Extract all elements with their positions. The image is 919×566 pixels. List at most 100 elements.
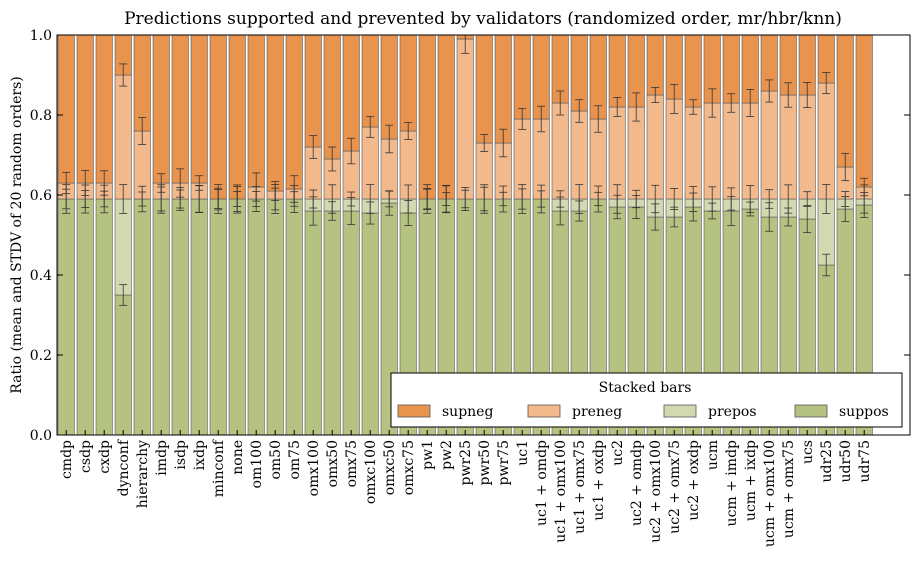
x-tick-label: cxdp bbox=[97, 440, 113, 474]
legend-items: supneg preneg prepos suppos bbox=[397, 404, 889, 420]
y-axis-label: Ratio (mean and STDV of 20 random orders… bbox=[9, 76, 25, 393]
bar-supneg bbox=[304, 34, 322, 148]
bar-supneg bbox=[380, 34, 398, 140]
bar-supneg bbox=[836, 34, 854, 168]
x-tick-label: ucm + omx75 bbox=[781, 440, 797, 538]
y-tick-label: 0.4 bbox=[30, 268, 52, 284]
bar-preneg bbox=[798, 94, 816, 200]
x-tick-label: om50 bbox=[268, 440, 284, 480]
bar-suppos bbox=[304, 210, 322, 436]
y-tick-label: 0.6 bbox=[30, 188, 52, 204]
plot-frame bbox=[56, 34, 911, 436]
bar-supneg bbox=[171, 34, 189, 184]
x-tick-label: minconf bbox=[211, 438, 227, 497]
bar-preneg bbox=[665, 98, 683, 200]
x-tick-label: uc1 + oxdp bbox=[591, 440, 607, 521]
x-tick-label: udr75 bbox=[857, 440, 873, 483]
bar-preneg bbox=[779, 94, 797, 200]
bar-supneg bbox=[133, 34, 151, 132]
bar-suppos bbox=[266, 198, 284, 436]
bar-suppos bbox=[247, 198, 265, 436]
bar-preneg bbox=[646, 94, 664, 200]
bar-suppos bbox=[95, 198, 113, 436]
x-tick-label: ucs bbox=[800, 440, 816, 464]
legend: Stacked bars supneg preneg prepos suppos bbox=[390, 372, 903, 428]
bar-supneg bbox=[608, 34, 626, 108]
x-tick-label: uc1 + omdp bbox=[534, 440, 550, 526]
chart-title: Predictions supported and prevented by v… bbox=[124, 9, 842, 29]
bar-supneg bbox=[494, 34, 512, 144]
bar-suppos bbox=[209, 198, 227, 436]
bar-supneg bbox=[228, 34, 246, 200]
x-tick-label: ucm + ixdp bbox=[743, 440, 759, 521]
bar-supneg bbox=[152, 34, 170, 184]
bar-suppos bbox=[228, 198, 246, 436]
bar-preneg bbox=[760, 90, 778, 200]
x-tick-label: pw2 bbox=[439, 440, 455, 470]
x-tick-label: uc1 bbox=[515, 440, 531, 466]
legend-swatch-preneg bbox=[527, 404, 561, 418]
bar-supneg bbox=[418, 34, 436, 200]
bar-preneg bbox=[114, 74, 132, 200]
bar-preneg bbox=[456, 38, 474, 200]
bar-supneg bbox=[323, 34, 341, 160]
bar-suppos bbox=[323, 210, 341, 436]
legend-label-prepos: prepos bbox=[708, 404, 757, 420]
x-tick-label: omx75 bbox=[344, 440, 360, 487]
bar-supneg bbox=[513, 34, 531, 120]
y-tick-label: 0.2 bbox=[30, 348, 52, 364]
bar-supneg bbox=[342, 34, 360, 152]
x-tick-label: uc2 bbox=[610, 440, 626, 466]
bar-supneg bbox=[646, 34, 664, 96]
x-tick-label: cmdp bbox=[59, 440, 75, 479]
x-tick-label: ucm + omx100 bbox=[762, 440, 778, 547]
x-tick-label: omx50 bbox=[325, 440, 341, 487]
x-axis: cmdp csdp cxdp dynconf hierarchy imdp isdp ixdp… bbox=[59, 430, 873, 547]
bar-supneg bbox=[684, 34, 702, 108]
bar-preneg bbox=[741, 102, 759, 200]
bar-suppos bbox=[152, 198, 170, 436]
bar-supneg bbox=[285, 34, 303, 190]
y-tick-label: 0.8 bbox=[30, 108, 52, 124]
x-tick-label: csdp bbox=[78, 440, 94, 473]
bar-supneg bbox=[57, 34, 75, 184]
bar-supneg bbox=[437, 34, 455, 200]
x-tick-label: om100 bbox=[249, 440, 265, 488]
bar-supneg bbox=[855, 34, 873, 188]
x-tick-label: dynconf bbox=[116, 438, 132, 496]
x-tick-label: omx100 bbox=[306, 440, 322, 496]
x-tick-label: none bbox=[230, 440, 246, 475]
bar-supneg bbox=[399, 34, 417, 132]
legend-label-suppos: suppos bbox=[839, 404, 889, 420]
x-tick-label: udr50 bbox=[838, 440, 854, 483]
bar-suppos bbox=[342, 210, 360, 436]
x-tick-label: hierarchy bbox=[135, 440, 151, 508]
bar-suppos bbox=[190, 198, 208, 436]
bar-preneg bbox=[684, 106, 702, 200]
x-tick-label: pwr75 bbox=[496, 440, 512, 485]
bar-preneg bbox=[722, 102, 740, 200]
legend-swatch-suppos bbox=[794, 404, 828, 418]
x-tick-label: uc2 + omdp bbox=[629, 440, 645, 526]
bar-suppos bbox=[57, 198, 75, 436]
y-tick-label: 0.0 bbox=[30, 428, 52, 444]
x-tick-label: isdp bbox=[173, 440, 189, 470]
x-tick-label: pwr50 bbox=[477, 440, 493, 485]
x-tick-label: uc2 + omx100 bbox=[648, 440, 664, 543]
bar-supneg bbox=[95, 34, 113, 184]
bar-suppos bbox=[361, 212, 379, 436]
bar-suppos bbox=[76, 198, 94, 436]
x-tick-label: ixdp bbox=[192, 440, 208, 470]
legend-box bbox=[390, 372, 903, 428]
y-tick-label: 1.0 bbox=[30, 28, 52, 44]
x-tick-label: uc2 + oxdp bbox=[686, 440, 702, 521]
x-tick-label: pw1 bbox=[420, 440, 436, 470]
x-tick-label: udr25 bbox=[819, 440, 835, 483]
x-tick-label: pwr25 bbox=[458, 440, 474, 485]
legend-swatch-prepos bbox=[663, 404, 697, 418]
bar-supneg bbox=[361, 34, 379, 128]
bar-suppos bbox=[114, 294, 132, 436]
x-tick-label: omxc100 bbox=[363, 440, 379, 504]
